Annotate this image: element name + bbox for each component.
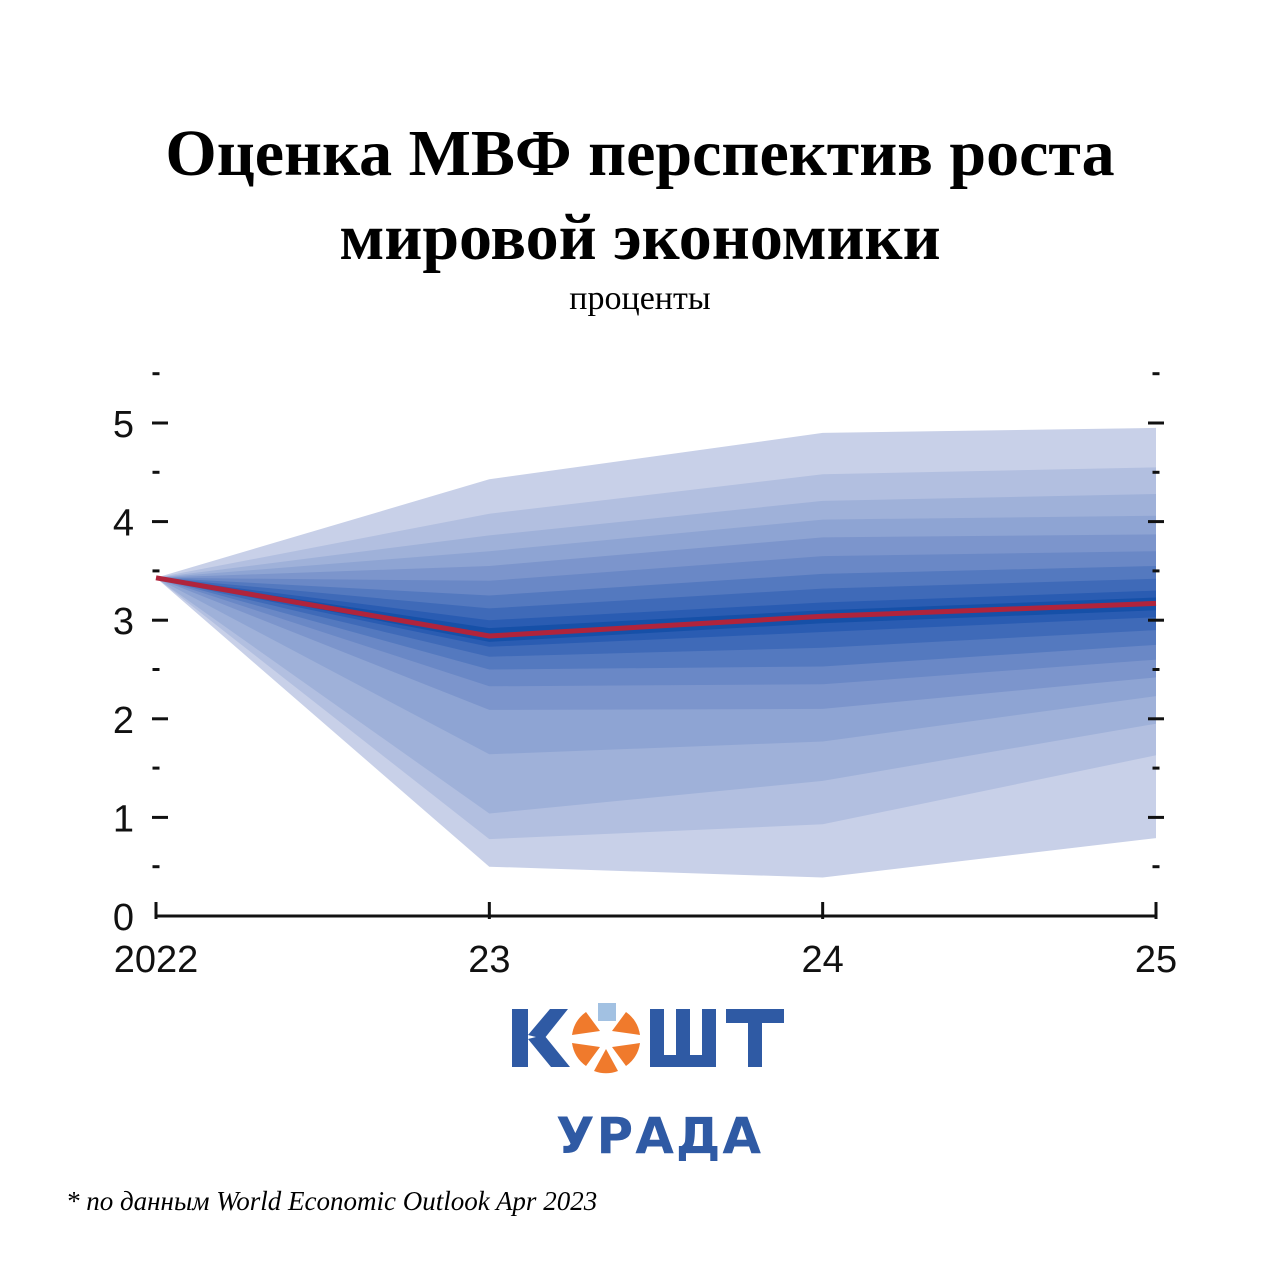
y-tick-label: 4	[113, 503, 134, 545]
logo-word-urada: УРАДА	[556, 1107, 764, 1165]
x-tick-label: 25	[1135, 939, 1177, 981]
chart-title-line-1: Оценка МВФ перспектив роста	[165, 117, 1115, 190]
chart-title: Оценка МВФ перспектив роста мировой экон…	[0, 112, 1280, 280]
source-footnote: * по данным World Economic Outlook Apr 2…	[66, 1186, 598, 1216]
logo-letter-sha	[650, 1009, 716, 1067]
chart-title-line-2: мировой экономики	[339, 201, 941, 274]
kosht-urada-logo: УРАДА	[500, 995, 800, 1175]
fan-band-9	[156, 577, 1156, 647]
y-tick-label: 5	[113, 404, 134, 446]
fan-bands	[156, 427, 1156, 878]
y-tick-label: 2	[113, 700, 134, 742]
chart-subtitle: проценты	[569, 280, 711, 317]
y-tick-label: 1	[113, 798, 134, 840]
logo-letter-te	[726, 1009, 784, 1067]
median-line-group	[155, 575, 1157, 639]
y-tick-label: 0	[113, 897, 134, 939]
median-line	[155, 575, 1157, 639]
logo-graphic	[512, 1003, 784, 1074]
fan-band-10	[156, 577, 1156, 642]
x-tick-label: 24	[802, 939, 844, 981]
x-tick-label: 2022	[114, 939, 199, 981]
orange-slice-icon	[572, 1003, 640, 1074]
x-tick-label: 23	[468, 939, 510, 981]
y-tick-label: 3	[113, 601, 134, 643]
logo-letter-k	[512, 1009, 570, 1067]
